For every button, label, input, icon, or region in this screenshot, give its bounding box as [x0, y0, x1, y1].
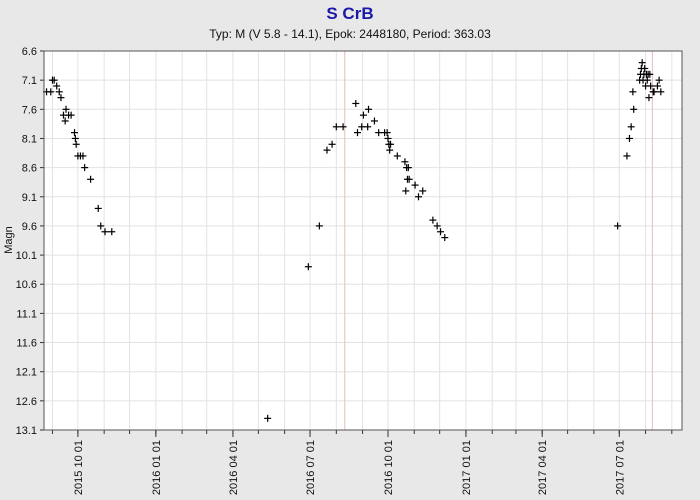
- data-point: [387, 140, 395, 148]
- data-point: [405, 175, 413, 183]
- chart-subtitle: Typ: M (V 5.8 - 14.1), Epok: 2448180, Pe…: [209, 27, 491, 41]
- data-point: [358, 123, 366, 131]
- data-point: [53, 82, 61, 90]
- data-point: [437, 228, 445, 236]
- data-point: [57, 94, 65, 102]
- data-point: [375, 129, 383, 137]
- x-tick-label: 2015 10 01: [73, 440, 85, 495]
- data-point: [384, 134, 392, 142]
- data-point: [97, 222, 105, 230]
- data-point: [87, 175, 95, 183]
- data-point: [393, 152, 401, 160]
- data-point: [81, 164, 89, 172]
- y-tick-label: 10.6: [16, 279, 37, 291]
- plot-frame: [43, 50, 683, 431]
- data-point: [646, 70, 654, 78]
- data-point: [67, 111, 75, 119]
- data-point: [364, 123, 372, 131]
- y-tick-label: 7.6: [22, 104, 37, 116]
- data-point: [108, 228, 116, 236]
- data-point: [62, 105, 70, 113]
- x-tick-label: 2017 01 01: [461, 440, 473, 495]
- data-point: [94, 204, 102, 212]
- data-point: [101, 228, 109, 236]
- data-point: [627, 123, 635, 131]
- y-tick-label: 11.6: [16, 338, 37, 350]
- x-tick-label: 2017 04 01: [537, 440, 549, 495]
- x-tick-label: 2016 07 01: [305, 440, 317, 495]
- y-tick-label: 9.6: [22, 221, 37, 233]
- y-tick-label: 11.1: [16, 308, 37, 320]
- data-point: [383, 129, 391, 137]
- y-tick-label: 8.6: [22, 163, 37, 175]
- y-axis-label: Magn: [3, 226, 15, 254]
- data-point: [653, 82, 661, 90]
- y-tick-label: 7.1: [22, 75, 37, 87]
- x-tick-label: 2016 04 01: [228, 440, 240, 495]
- data-point: [647, 82, 655, 90]
- data-point: [655, 76, 663, 84]
- data-point: [71, 129, 79, 137]
- y-tick-label: 10.1: [16, 250, 37, 262]
- data-point: [630, 105, 638, 113]
- data-point: [386, 146, 394, 154]
- data-point: [401, 158, 409, 166]
- data-point: [402, 187, 410, 195]
- chart-title: S CrB: [326, 4, 374, 23]
- data-point: [359, 111, 367, 119]
- data-point: [61, 117, 69, 125]
- data-point: [339, 123, 347, 131]
- data-point: [365, 105, 373, 113]
- data-point: [429, 216, 437, 224]
- data-point: [332, 123, 340, 131]
- data-point: [643, 76, 651, 84]
- data-point: [614, 222, 622, 230]
- y-tick-label: 9.1: [22, 192, 37, 204]
- data-point: [47, 88, 55, 96]
- data-point: [304, 263, 312, 271]
- data-point: [623, 152, 631, 160]
- data-point: [638, 59, 646, 67]
- y-tick-label: 6.6: [22, 46, 37, 58]
- data-points: [43, 59, 665, 422]
- data-point: [79, 152, 87, 160]
- data-point: [419, 187, 427, 195]
- data-point: [50, 76, 58, 84]
- grid: [44, 51, 682, 430]
- data-point: [404, 164, 412, 172]
- data-point: [629, 88, 637, 96]
- x-tick-label: 2016 01 01: [151, 440, 163, 495]
- data-point: [353, 129, 361, 137]
- data-point: [55, 88, 63, 96]
- data-point: [441, 234, 449, 242]
- data-point: [370, 117, 378, 125]
- y-tick-label: 8.1: [22, 133, 37, 145]
- data-point: [72, 140, 80, 148]
- data-point: [411, 181, 419, 189]
- y-tick-label: 12.1: [16, 367, 37, 379]
- data-point: [264, 414, 272, 422]
- data-point: [641, 64, 649, 72]
- epoch-markers: [344, 51, 653, 430]
- data-point: [71, 134, 79, 142]
- data-point: [657, 88, 665, 96]
- y-tick-label: 12.6: [16, 396, 37, 408]
- data-point: [650, 88, 658, 96]
- data-point: [433, 222, 441, 230]
- data-point: [323, 146, 331, 154]
- data-point: [352, 99, 360, 107]
- data-point: [328, 140, 336, 148]
- x-tick-label: 2016 10 01: [383, 440, 395, 495]
- data-point: [414, 193, 422, 201]
- axes: 6.6 7.1 7.6 8.1 8.6 9.1 9.6 10.1 10.6 11.1 11.6 12.…: [16, 46, 683, 495]
- data-point: [625, 134, 633, 142]
- data-point: [315, 222, 323, 230]
- x-tick-label: 2017 07 01: [614, 440, 626, 495]
- y-tick-label: 13.1: [16, 425, 37, 437]
- data-point: [645, 94, 653, 102]
